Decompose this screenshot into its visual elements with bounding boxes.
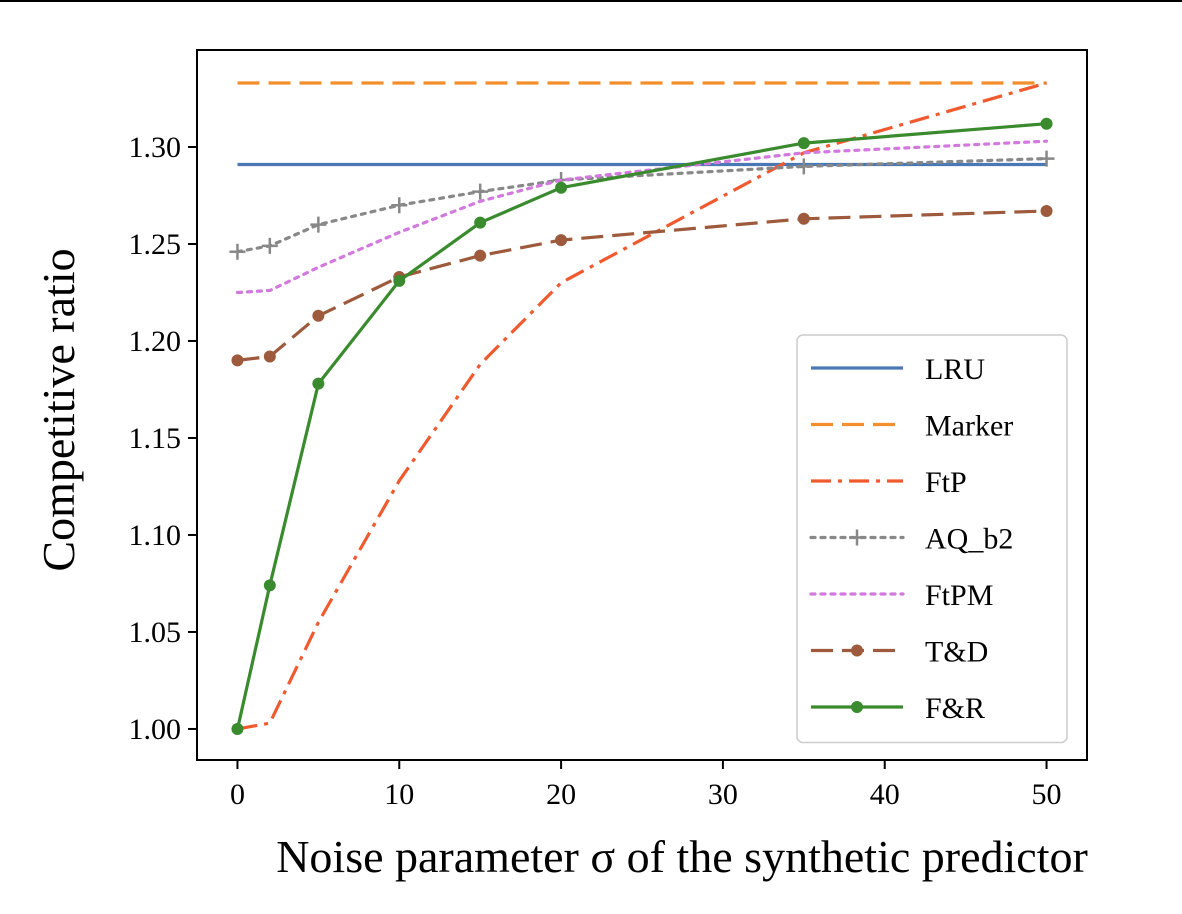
legend-item-aq-b2: AQ_b2 xyxy=(809,523,1013,556)
legend-item-ftpm: FtPM xyxy=(809,579,993,612)
data-point-t-and-d xyxy=(312,309,325,322)
y-tick-label: 1.30 xyxy=(129,131,182,164)
x-tick-label: 20 xyxy=(546,778,576,811)
top-rule xyxy=(0,0,1182,2)
data-point-aq-b2 xyxy=(310,216,327,233)
legend-item-lru: LRU xyxy=(811,353,985,386)
legend-label: FtPM xyxy=(925,579,993,612)
series-line-aq-b2 xyxy=(235,157,1049,254)
legend: LRU Marker FtP AQ_b2 FtPM T&D F&R xyxy=(796,334,1068,744)
data-point-f-and-r xyxy=(263,579,276,592)
data-point-t-and-d xyxy=(231,354,244,367)
data-point-f-and-r xyxy=(797,137,810,150)
data-point-f-and-r xyxy=(312,377,325,390)
series-line-f-and-r xyxy=(235,122,1047,730)
legend-item-marker: Marker xyxy=(811,410,1013,443)
data-point-aq-b2 xyxy=(261,237,278,254)
plot-frame xyxy=(196,49,1088,761)
legend-marker xyxy=(849,529,865,546)
y-tick-label: 1.00 xyxy=(129,713,182,746)
legend-box xyxy=(796,334,1068,744)
legend-label: T&D xyxy=(925,636,988,669)
y-tick-label: 1.05 xyxy=(129,616,182,649)
data-point-aq-b2 xyxy=(391,197,408,214)
legend-marker xyxy=(851,644,863,657)
legend-item-t-and-d: T&D xyxy=(811,636,988,669)
data-point-f-and-r xyxy=(474,216,487,229)
ticks-layer: 0 10 20 30 40 50 1.00 1.05 1.10 1.15 1.20 1.25 1.30 xyxy=(129,131,1062,811)
legend-label: FtP xyxy=(925,466,967,499)
data-point-t-and-d xyxy=(797,212,810,225)
series-line-ftpm xyxy=(235,139,1049,295)
data-point-aq-b2 xyxy=(229,243,246,260)
data-point-f-and-r xyxy=(555,181,568,194)
data-point-f-and-r xyxy=(1040,117,1053,130)
legend-label: AQ_b2 xyxy=(925,523,1013,556)
x-axis-label: Noise parameter σ of the synthetic predi… xyxy=(276,831,1088,882)
y-axis-label: Competitive ratio xyxy=(33,248,84,571)
x-tick-label: 40 xyxy=(870,778,900,811)
y-tick-label: 1.25 xyxy=(129,228,182,261)
series-f-and-r xyxy=(231,117,1053,735)
x-tick-label: 50 xyxy=(1032,778,1062,811)
data-point-f-and-r xyxy=(231,722,244,735)
series-ftpm xyxy=(235,139,1049,295)
data-point-aq-b2 xyxy=(472,183,489,200)
data-point-aq-b2 xyxy=(795,158,812,175)
y-tick-label: 1.20 xyxy=(129,325,182,358)
y-tick-label: 1.15 xyxy=(129,422,182,455)
series-layer xyxy=(229,81,1055,735)
data-point-t-and-d xyxy=(474,249,487,262)
series-line-t-and-d xyxy=(237,209,1047,362)
legend-marker xyxy=(851,701,863,713)
x-tick-label: 10 xyxy=(384,778,414,811)
series-aq-b2 xyxy=(229,150,1055,260)
data-point-f-and-r xyxy=(393,274,406,287)
y-tick-label: 1.10 xyxy=(129,519,182,552)
legend-item-ftp: FtP xyxy=(811,466,967,499)
legend-label: F&R xyxy=(925,692,985,725)
x-tick-label: 0 xyxy=(230,778,245,811)
series-line-ftp xyxy=(237,81,1047,731)
series-ftp xyxy=(237,81,1047,731)
legend-label: LRU xyxy=(925,353,985,386)
data-point-t-and-d xyxy=(263,350,276,363)
data-point-t-and-d xyxy=(1040,205,1053,218)
legend-item-f-and-r: F&R xyxy=(811,692,985,725)
data-point-aq-b2 xyxy=(1038,150,1055,167)
legend-label: Marker xyxy=(925,410,1013,443)
x-tick-label: 30 xyxy=(708,778,738,811)
data-point-t-and-d xyxy=(555,234,568,247)
